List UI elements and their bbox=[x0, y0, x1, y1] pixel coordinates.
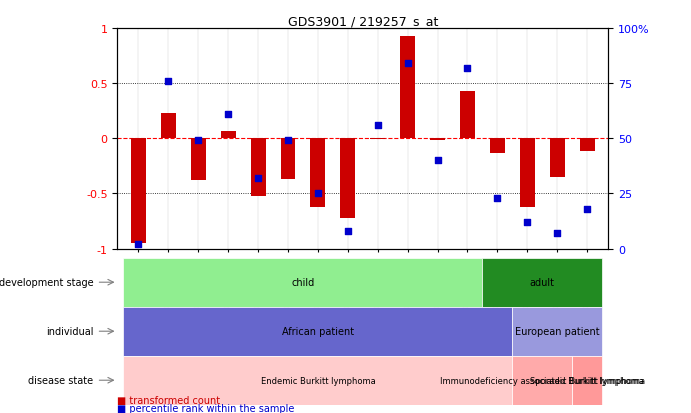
Bar bbox=[400, 37, 415, 139]
Bar bbox=[370, 139, 385, 140]
Text: ■ transformed count: ■ transformed count bbox=[117, 395, 220, 405]
Point bbox=[223, 112, 234, 118]
FancyBboxPatch shape bbox=[124, 258, 482, 307]
Point bbox=[402, 61, 413, 67]
Point bbox=[372, 122, 384, 129]
FancyBboxPatch shape bbox=[124, 356, 512, 405]
FancyBboxPatch shape bbox=[124, 307, 512, 356]
FancyBboxPatch shape bbox=[512, 307, 602, 356]
Bar bbox=[550, 139, 565, 178]
Text: child: child bbox=[292, 278, 314, 287]
Bar bbox=[131, 139, 146, 243]
Point bbox=[193, 138, 204, 145]
Title: GDS3901 / 219257_s_at: GDS3901 / 219257_s_at bbox=[287, 15, 438, 28]
Point bbox=[492, 195, 503, 202]
Bar bbox=[310, 139, 325, 207]
Bar bbox=[460, 92, 475, 139]
Text: African patient: African patient bbox=[282, 326, 354, 337]
Bar bbox=[220, 131, 236, 139]
Text: development stage: development stage bbox=[0, 278, 93, 287]
Point bbox=[133, 241, 144, 248]
Point bbox=[551, 230, 562, 237]
Text: Sporadic Burkitt lymphoma: Sporadic Burkitt lymphoma bbox=[529, 376, 645, 385]
Text: adult: adult bbox=[530, 278, 555, 287]
Point bbox=[462, 65, 473, 72]
Text: ■ percentile rank within the sample: ■ percentile rank within the sample bbox=[117, 403, 295, 413]
Point bbox=[432, 158, 443, 164]
Bar bbox=[281, 139, 296, 180]
Text: Immunodeficiency associated Burkitt lymphoma: Immunodeficiency associated Burkitt lymp… bbox=[440, 376, 644, 385]
Text: Endemic Burkitt lymphoma: Endemic Burkitt lymphoma bbox=[261, 376, 375, 385]
Text: individual: individual bbox=[46, 326, 93, 337]
FancyBboxPatch shape bbox=[512, 356, 572, 405]
Text: European patient: European patient bbox=[515, 326, 600, 337]
Bar bbox=[341, 139, 355, 218]
FancyBboxPatch shape bbox=[572, 356, 602, 405]
Bar bbox=[161, 114, 176, 139]
Point bbox=[342, 228, 353, 235]
FancyBboxPatch shape bbox=[482, 258, 602, 307]
Point bbox=[283, 138, 294, 145]
Point bbox=[163, 78, 174, 85]
Bar bbox=[520, 139, 535, 207]
Bar bbox=[251, 139, 265, 196]
Bar bbox=[430, 139, 445, 141]
Point bbox=[252, 175, 263, 182]
Text: disease state: disease state bbox=[28, 375, 93, 385]
Bar bbox=[580, 139, 595, 152]
Point bbox=[582, 206, 593, 213]
Bar bbox=[490, 139, 505, 153]
Point bbox=[312, 191, 323, 197]
Point bbox=[522, 219, 533, 226]
Bar bbox=[191, 139, 206, 181]
